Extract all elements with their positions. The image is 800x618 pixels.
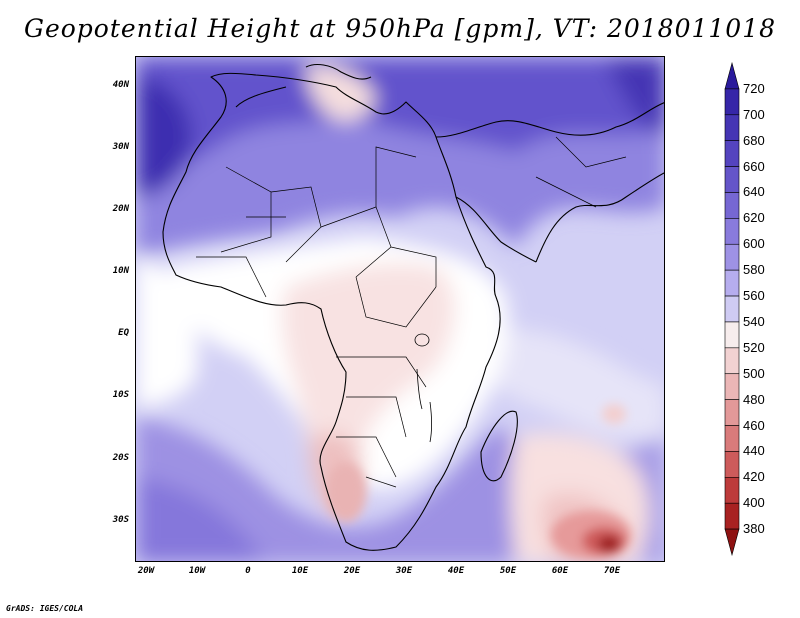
- colorbar-label: 620: [743, 210, 765, 226]
- colorbar-segment: [724, 166, 740, 193]
- colorbar-segment: [724, 243, 740, 271]
- colorbar-label: 460: [743, 417, 765, 433]
- colorbar-segment: [724, 502, 740, 530]
- iberia-coast: [235, 86, 287, 108]
- colorbar-segment: [724, 321, 740, 349]
- colorbar-label: 660: [743, 158, 765, 174]
- colorbar-segment: [724, 218, 740, 245]
- asia-coast: [435, 102, 664, 138]
- lat-label-40n: 40N: [112, 80, 129, 90]
- lat-label-20n: 20N: [112, 204, 129, 214]
- lat-label-10n: 10N: [112, 266, 129, 276]
- colorbar-segment: [724, 528, 740, 557]
- colorbar-segment: [724, 61, 740, 90]
- lon-label-70e: 70E: [603, 566, 621, 576]
- red-sea-coast: [455, 196, 537, 263]
- colorbar-label: 540: [743, 313, 765, 329]
- colorbar-label: 700: [743, 106, 765, 122]
- lakes: [414, 333, 432, 443]
- colorbar-segment: [724, 399, 740, 426]
- height-field-map: [136, 57, 664, 561]
- lon-label-10e: 10E: [291, 566, 309, 576]
- lon-label-20e: 20E: [343, 566, 361, 576]
- colorbar-segment: [724, 451, 740, 478]
- chart-title: Geopotential Height at 950hPa [gpm], VT:…: [23, 14, 777, 43]
- coastlines: [162, 63, 664, 551]
- colorbar-segment: [724, 373, 740, 400]
- colorbar-label: 640: [743, 184, 765, 200]
- low-core: [326, 404, 631, 559]
- colorbar-label: 420: [743, 469, 765, 485]
- lat-label-10s: 10S: [112, 390, 129, 400]
- lon-label-30e: 30E: [395, 566, 413, 576]
- lon-label-10w: 10W: [188, 566, 206, 576]
- map-panel: [135, 56, 665, 562]
- lat-label-eq: EQ: [118, 328, 129, 338]
- colorbar-label: 520: [743, 339, 765, 355]
- colorbar-segment: [724, 269, 740, 297]
- italy-coast: [305, 63, 372, 80]
- colorbar-label: 680: [743, 132, 765, 148]
- lat-label-20s: 20S: [112, 453, 129, 463]
- footer-credit: GrADS: IGES/COLA: [6, 604, 84, 613]
- colorbar-label: 500: [743, 365, 765, 381]
- colorbar-segment: [724, 114, 740, 141]
- height-shading: [136, 57, 664, 561]
- colorbar-label: 440: [743, 443, 765, 459]
- colorbar-label: 380: [743, 521, 765, 537]
- colorbar-label: 480: [743, 391, 765, 407]
- africa-coast: [162, 72, 501, 551]
- colorbar-label: 400: [743, 495, 765, 511]
- country-borders: [196, 136, 627, 488]
- colorbar-segment: [724, 477, 740, 504]
- colorbar-label: 720: [743, 80, 765, 96]
- lon-label-40e: 40E: [447, 566, 465, 576]
- lat-label-30n: 30N: [112, 142, 129, 152]
- colorbar-label: 600: [743, 236, 765, 252]
- arabia-coast: [535, 172, 664, 263]
- colorbar-label: 580: [743, 262, 765, 278]
- lon-label-50e: 50E: [499, 566, 517, 576]
- colorbar-segment: [724, 88, 740, 116]
- colorbar-segment: [724, 425, 740, 452]
- lon-label-60e: 60E: [551, 566, 569, 576]
- madagascar-coast: [480, 410, 518, 482]
- colorbar-segment: [724, 347, 740, 375]
- colorbar-segment: [724, 140, 740, 167]
- colorbar-segment: [724, 192, 740, 219]
- lon-label-20w: 20W: [137, 566, 155, 576]
- lat-label-30s: 30S: [112, 515, 129, 525]
- lon-label-0: 0: [245, 566, 251, 576]
- colorbar-label: 560: [743, 288, 765, 304]
- colorbar-segment: [724, 295, 740, 323]
